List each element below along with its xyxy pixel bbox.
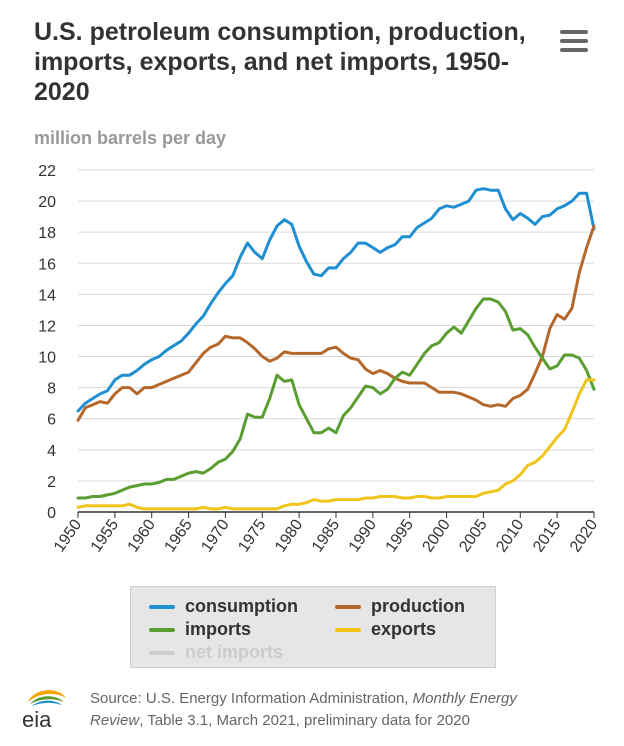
source-note: Source: U.S. Energy Information Administ… — [90, 688, 570, 732]
x-tick-label: 2005 — [456, 516, 490, 555]
x-tick-label: 1960 — [125, 516, 159, 555]
x-tick-label: 1970 — [198, 516, 232, 555]
eia-logo-text: eia — [22, 707, 52, 730]
x-tick-label: 1965 — [162, 516, 196, 555]
series-line-consumption — [76, 187, 596, 413]
y-tick-label: 12 — [38, 318, 56, 335]
legend-item-net-imports[interactable]: net imports — [149, 642, 283, 663]
y-tick-label: 4 — [47, 443, 56, 460]
legend-item-imports[interactable]: imports — [149, 619, 251, 640]
source-prefix: Source: U.S. Energy Information Administ… — [90, 690, 413, 707]
y-tick-label: 10 — [38, 350, 56, 367]
legend-label: consumption — [185, 596, 298, 616]
legend-label: imports — [185, 619, 252, 639]
y-tick-label: 22 — [38, 163, 56, 180]
x-tick-label: 1980 — [272, 516, 306, 555]
legend-label: exports — [371, 619, 437, 639]
source-publication: Monthly Energy Review — [90, 690, 517, 729]
series-line-production — [76, 224, 596, 422]
y-tick-label: 20 — [38, 194, 56, 211]
x-tick-label: 1995 — [383, 516, 417, 555]
legend-swatch — [335, 627, 361, 632]
y-tick-label: 18 — [38, 225, 56, 242]
menu-bar — [560, 30, 588, 34]
legend-item-consumption[interactable]: consumption — [149, 596, 298, 617]
y-axis-label: million barrels per day — [34, 128, 227, 148]
series-line-exports — [76, 378, 596, 511]
x-tick-label: 2015 — [530, 516, 564, 555]
eia-logo: eia — [22, 690, 66, 730]
legend-label: net imports — [185, 642, 284, 662]
menu-bar — [560, 48, 588, 52]
legend-label: production — [371, 596, 465, 616]
chart-title: U.S. petroleum consumption, production, … — [34, 18, 526, 106]
y-tick-label: 16 — [38, 256, 56, 273]
x-tick-label: 1955 — [88, 516, 122, 555]
x-tick-label: 2020 — [567, 516, 601, 555]
y-tick-label: 2 — [47, 474, 56, 491]
x-tick-label: 1990 — [346, 516, 380, 555]
menu-bar — [560, 39, 588, 43]
x-tick-label: 2000 — [420, 516, 454, 555]
legend-item-production[interactable]: production — [335, 596, 465, 617]
source-suffix: , Table 3.1, March 2021, preliminary dat… — [139, 712, 470, 729]
y-tick-label: 14 — [38, 287, 56, 304]
x-tick-label: 1985 — [309, 516, 343, 555]
legend-swatch — [149, 604, 175, 609]
legend-item-exports[interactable]: exports — [335, 619, 436, 640]
hamburger-menu-icon[interactable] — [560, 30, 588, 54]
chart-legend: consumption production imports exports n… — [130, 586, 496, 668]
y-tick-label: 8 — [47, 381, 56, 398]
x-tick-label: 1975 — [235, 516, 269, 555]
series-line-imports — [76, 297, 596, 500]
x-tick-label: 1950 — [51, 516, 85, 555]
legend-swatch — [335, 604, 361, 609]
x-tick-label: 2010 — [493, 516, 527, 555]
y-tick-label: 0 — [47, 505, 56, 522]
y-tick-label: 6 — [47, 412, 56, 429]
legend-swatch — [149, 627, 175, 632]
legend-swatch — [149, 650, 175, 655]
